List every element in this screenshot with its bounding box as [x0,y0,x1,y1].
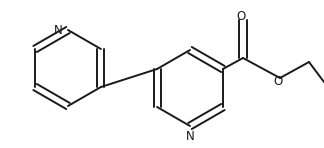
Text: O: O [273,75,283,88]
Text: O: O [237,10,246,23]
Text: N: N [186,130,194,143]
Text: N: N [54,24,63,37]
